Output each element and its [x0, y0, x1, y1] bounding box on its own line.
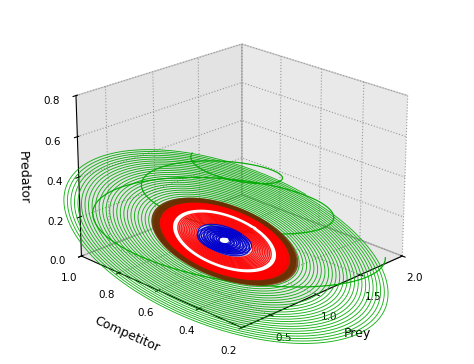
X-axis label: Prey: Prey: [344, 327, 371, 340]
Y-axis label: Competitor: Competitor: [92, 314, 161, 354]
